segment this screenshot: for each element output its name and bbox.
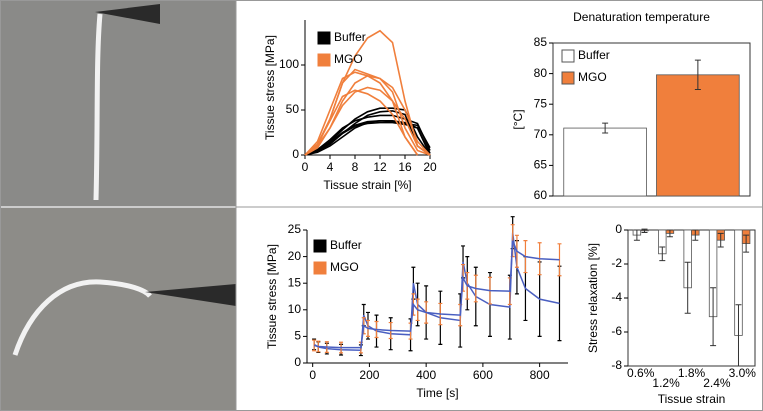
x-tick-label: 200 xyxy=(359,368,379,382)
y-tick-label: 0 xyxy=(294,355,301,369)
chart-title: Denaturation temperature xyxy=(573,10,710,24)
error-bar xyxy=(735,304,742,367)
legend-swatch xyxy=(561,71,575,85)
y-axis-label: [°C] xyxy=(511,109,525,129)
error-bar xyxy=(666,229,673,238)
error-bar xyxy=(312,339,317,352)
x-tick-label: 2.4% xyxy=(703,376,731,390)
bar xyxy=(656,74,740,197)
x-axis-label: Time [s] xyxy=(416,386,458,400)
x-tick-label: 0 xyxy=(309,368,316,382)
data-line xyxy=(304,121,431,156)
y-axis-label: Stress relaxation [%] xyxy=(586,243,600,353)
x-tick-label: 1.2% xyxy=(652,376,680,390)
legend-label: MGO xyxy=(578,70,607,84)
legend-label: MGO xyxy=(334,52,363,66)
fiber-top xyxy=(93,13,103,201)
data-line xyxy=(304,71,419,156)
y-axis-label: Tissue stress [MPa] xyxy=(265,244,279,349)
y-tick-label: 60 xyxy=(534,188,548,202)
legend-label: Buffer xyxy=(578,48,610,62)
error-bar xyxy=(684,261,691,314)
fiber-bottom xyxy=(12,279,152,356)
y-tick-label: -8 xyxy=(611,358,622,372)
error-bar xyxy=(659,246,666,262)
x-tick-label: 8 xyxy=(352,160,359,174)
legend-swatch xyxy=(313,261,327,275)
x-tick-label: 1.8% xyxy=(678,366,706,380)
error-bar xyxy=(641,228,648,234)
legend-swatch xyxy=(317,53,331,67)
y-tick-label: -2 xyxy=(611,256,622,270)
legend-label: Buffer xyxy=(330,238,362,252)
error-bar xyxy=(602,122,609,134)
x-tick-label: 400 xyxy=(416,368,436,382)
data-line xyxy=(304,86,431,156)
x-tick-label: 0 xyxy=(302,160,309,174)
photo-bottom xyxy=(0,208,236,411)
tweezer-top xyxy=(95,4,160,24)
x-axis-label: Tissue strain [%] xyxy=(323,178,411,192)
error-bar xyxy=(743,234,750,253)
y-tick-label: -6 xyxy=(611,324,622,338)
x-axis-label: Tissue strain xyxy=(658,392,726,406)
y-axis-label: Tissue stress [MPa] xyxy=(263,35,277,140)
x-tick-label: 800 xyxy=(530,368,550,382)
y-tick-label: 85 xyxy=(534,35,548,49)
photo-top xyxy=(0,0,236,206)
x-tick-label: 3.0% xyxy=(729,366,757,380)
x-tick-label: 600 xyxy=(473,368,493,382)
y-tick-label: 80 xyxy=(534,66,548,80)
y-tick-label: 5 xyxy=(294,329,301,343)
y-tick-label: 10 xyxy=(288,302,302,316)
y-tick-label: 15 xyxy=(288,275,302,289)
legend-swatch xyxy=(317,31,331,45)
bar xyxy=(563,127,647,197)
x-tick-label: 4 xyxy=(327,160,334,174)
x-tick-label: 16 xyxy=(398,160,412,174)
y-tick-label: 100 xyxy=(279,57,299,71)
plot-frame xyxy=(552,42,751,197)
error-bar xyxy=(717,232,724,248)
y-tick-label: 0 xyxy=(615,222,622,236)
error-bar xyxy=(694,59,701,91)
data-line xyxy=(313,240,560,349)
legend-label: Buffer xyxy=(334,30,366,44)
tweezer-bottom xyxy=(145,284,236,306)
x-tick-label: 20 xyxy=(423,160,437,174)
error-bar xyxy=(710,287,717,347)
x-tick-label: 12 xyxy=(373,160,387,174)
y-tick-label: 70 xyxy=(534,127,548,141)
y-tick-label: -4 xyxy=(611,290,622,304)
x-tick-label: 0.6% xyxy=(627,366,655,380)
data-line xyxy=(304,89,419,156)
error-bar xyxy=(692,229,699,241)
error-bar xyxy=(633,229,640,241)
y-tick-label: 50 xyxy=(286,102,300,116)
legend-swatch xyxy=(561,49,575,63)
y-tick-label: 0 xyxy=(292,147,299,161)
y-tick-label: 65 xyxy=(534,158,548,172)
legend-swatch xyxy=(313,239,327,253)
y-tick-label: 75 xyxy=(534,96,548,110)
legend-label: MGO xyxy=(330,260,359,274)
y-tick-label: 25 xyxy=(288,222,302,236)
y-tick-label: 20 xyxy=(288,249,302,263)
